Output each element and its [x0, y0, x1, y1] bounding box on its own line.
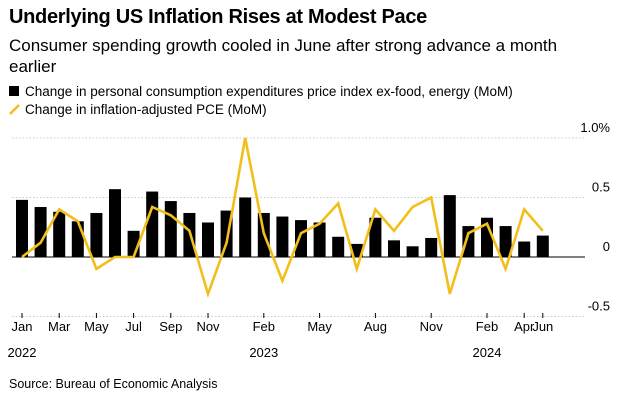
bar	[90, 212, 103, 257]
bar	[313, 222, 326, 257]
bar	[239, 197, 252, 257]
legend-label-core-pce: Change in personal consumption expenditu…	[25, 83, 513, 99]
bar	[164, 201, 177, 257]
x-year-label: 2023	[249, 345, 278, 360]
legend-swatch-bar	[9, 86, 19, 96]
x-tick-label: Feb	[253, 319, 275, 334]
x-tick-label: Jul	[125, 319, 142, 334]
x-tick-label: Feb	[476, 319, 498, 334]
bar	[481, 217, 493, 257]
x-tick-label: Mar	[48, 319, 71, 334]
chart-title: Underlying US Inflation Rises at Modest …	[9, 6, 428, 28]
legend-swatch-line	[9, 103, 20, 115]
bar	[34, 207, 47, 257]
bar	[369, 217, 382, 257]
bar	[443, 195, 456, 257]
chart-subtitle: Consumer spending growth cooled in June …	[9, 36, 558, 76]
bar	[388, 240, 400, 257]
bar	[71, 221, 84, 257]
x-year-label: 2022	[8, 345, 37, 360]
x-tick-label: Nov	[420, 319, 444, 334]
bar	[536, 235, 549, 257]
bar	[276, 216, 289, 257]
x-tick-label: Jan	[12, 319, 33, 334]
y-tick-label: 0	[603, 239, 610, 254]
legend-label-real-pce: Change in inflation-adjusted PCE (MoM)	[25, 101, 267, 117]
legend-item-real-pce: Change in inflation-adjusted PCE (MoM)	[9, 100, 513, 118]
legend-item-core-pce: Change in personal consumption expenditu…	[9, 82, 513, 100]
bar	[462, 226, 475, 257]
bar	[109, 189, 121, 257]
bar	[16, 199, 28, 257]
bar	[295, 220, 307, 257]
line-layer	[21, 137, 544, 299]
bar-layer	[16, 189, 549, 257]
bar	[332, 236, 345, 257]
axis-layer: 1.0% 0.5 0 -0.5 Jan Mar May Jul Sep Nov Feb May Aug N…	[8, 120, 611, 360]
y-tick-label: 1.0%	[580, 120, 610, 135]
x-tick-label: Jun	[532, 319, 553, 334]
x-tick-label: May	[84, 319, 109, 334]
x-tick-label: May	[307, 319, 332, 334]
x-tick-label: Aug	[364, 319, 387, 334]
x-year-label: 2024	[473, 345, 502, 360]
bar	[518, 241, 531, 257]
bar	[202, 222, 214, 257]
bar	[53, 211, 66, 257]
bar	[499, 226, 512, 257]
y-tick-label: 0.5	[592, 180, 610, 195]
x-tick-label: Sep	[159, 319, 182, 334]
legend: Change in personal consumption expenditu…	[9, 82, 513, 118]
y-tick-label: -0.5	[588, 299, 610, 314]
bar	[146, 191, 159, 257]
bar	[425, 237, 438, 257]
bar	[406, 246, 419, 257]
x-tick-label: Apr	[514, 319, 535, 334]
source-note: Source: Bureau of Economic Analysis	[9, 377, 218, 391]
x-tick-label: Nov	[196, 319, 220, 334]
